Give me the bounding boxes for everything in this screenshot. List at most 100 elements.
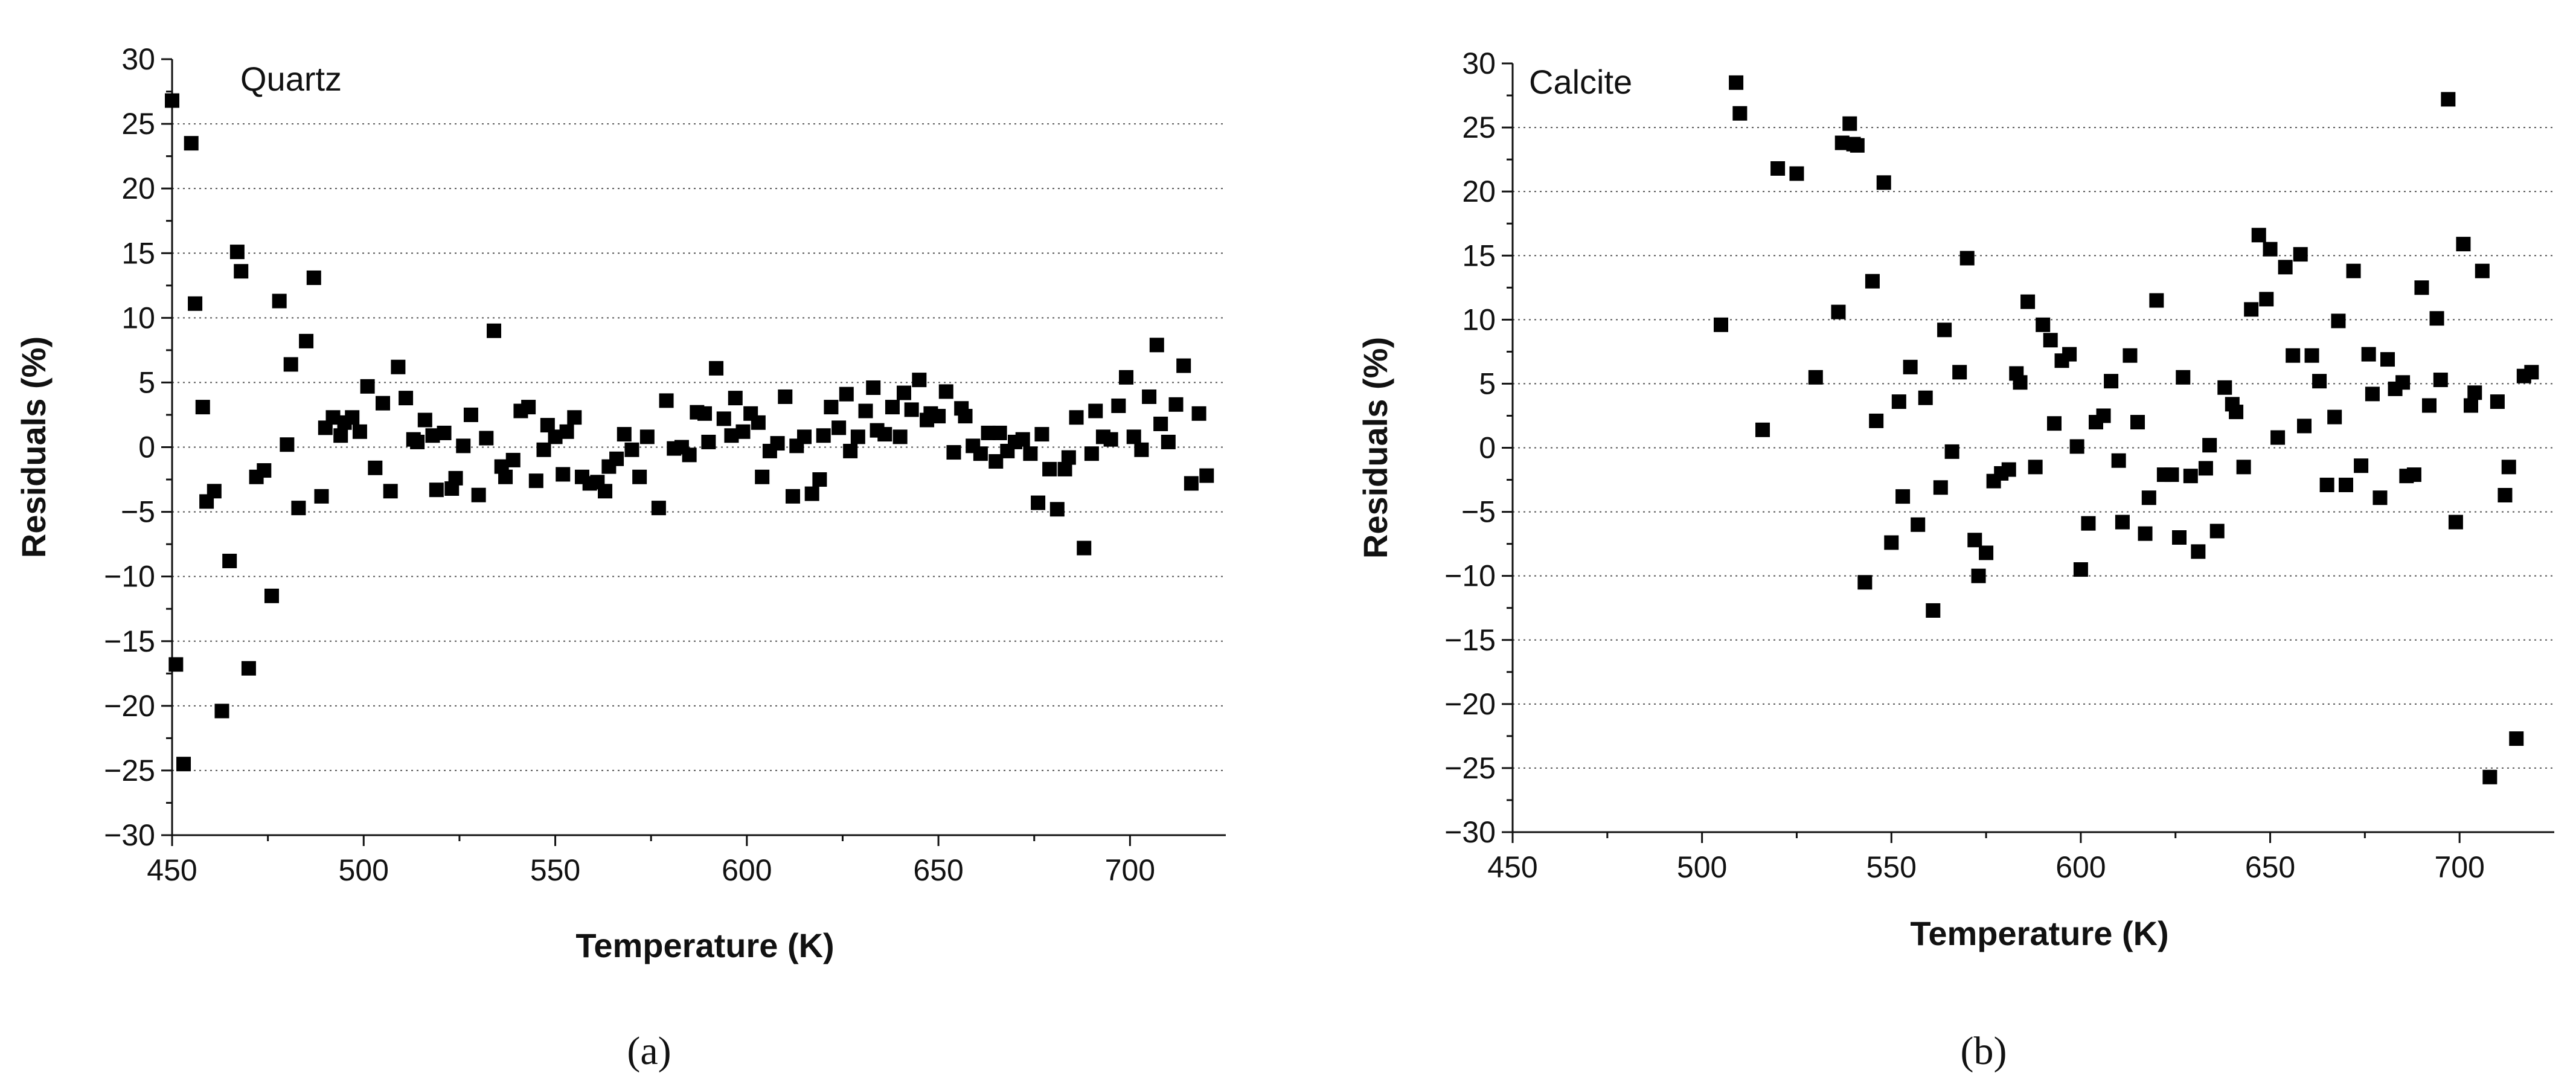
panel-caption: (a) bbox=[627, 1029, 671, 1073]
data-point bbox=[816, 428, 831, 443]
data-point bbox=[376, 396, 390, 411]
data-point bbox=[410, 434, 425, 449]
data-point bbox=[1831, 304, 1846, 319]
data-point bbox=[2464, 398, 2478, 413]
data-point bbox=[1755, 422, 1770, 437]
data-point bbox=[831, 420, 847, 435]
data-point bbox=[2361, 347, 2376, 362]
data-point bbox=[1176, 358, 1191, 373]
data-point bbox=[1926, 603, 1941, 618]
data-point bbox=[1149, 338, 1164, 353]
data-point bbox=[2346, 263, 2361, 278]
data-point bbox=[383, 484, 398, 499]
y-tick-label: −30 bbox=[1444, 815, 1496, 849]
data-point bbox=[716, 411, 731, 426]
data-point bbox=[1865, 274, 1880, 289]
data-point bbox=[2467, 385, 2482, 400]
x-axis-title: Temperature (K) bbox=[575, 926, 834, 964]
data-point bbox=[1023, 446, 1038, 461]
data-point bbox=[1876, 175, 1891, 190]
data-point bbox=[2130, 415, 2145, 430]
data-point bbox=[2278, 260, 2293, 275]
data-point bbox=[505, 452, 521, 467]
data-point bbox=[2327, 409, 2342, 425]
x-ticks: 450 500 550 600 650 700 bbox=[147, 835, 1155, 887]
y-tick-label: 15 bbox=[1462, 239, 1496, 272]
data-point bbox=[1933, 480, 1948, 495]
data-point bbox=[812, 472, 827, 487]
data-point bbox=[1732, 106, 1748, 121]
data-point bbox=[463, 407, 478, 422]
data-point bbox=[1088, 403, 1103, 418]
data-point bbox=[2001, 462, 2016, 477]
data-point bbox=[2339, 478, 2353, 493]
y-tick-label: −15 bbox=[104, 624, 155, 658]
data-point bbox=[2217, 380, 2232, 395]
data-point bbox=[850, 429, 865, 444]
data-point bbox=[2176, 370, 2191, 385]
data-point bbox=[2429, 311, 2444, 326]
data-point bbox=[2244, 302, 2259, 317]
data-point bbox=[2304, 348, 2319, 363]
data-point bbox=[1944, 444, 1959, 459]
data-point bbox=[2422, 398, 2437, 413]
data-point bbox=[896, 385, 911, 400]
data-point bbox=[598, 484, 613, 499]
data-point bbox=[912, 373, 927, 388]
data-point bbox=[521, 400, 536, 415]
data-point bbox=[2380, 352, 2395, 367]
data-point bbox=[2501, 460, 2516, 475]
data-point bbox=[755, 469, 770, 484]
x-tick-label: 700 bbox=[2434, 850, 2484, 884]
data-point bbox=[2138, 526, 2153, 541]
data-point bbox=[2365, 386, 2380, 402]
y-tick-label: −10 bbox=[1444, 559, 1496, 593]
data-point bbox=[2433, 373, 2448, 388]
data-point bbox=[556, 467, 571, 482]
data-point bbox=[345, 410, 360, 425]
data-point bbox=[931, 409, 946, 424]
y-tick-label: 25 bbox=[1462, 111, 1496, 144]
data-point bbox=[2183, 469, 2198, 484]
data-point bbox=[1049, 502, 1065, 517]
data-point bbox=[2395, 375, 2411, 390]
data-point bbox=[1895, 489, 1911, 504]
data-point bbox=[2096, 408, 2111, 423]
data-point bbox=[2202, 438, 2217, 453]
data-point bbox=[264, 588, 279, 603]
data-point bbox=[785, 489, 800, 504]
data-point bbox=[314, 489, 329, 504]
data-point bbox=[1077, 540, 1092, 556]
y-tick-label: −10 bbox=[104, 560, 155, 594]
data-point bbox=[770, 436, 785, 451]
data-point bbox=[2123, 348, 2138, 363]
data-point bbox=[2312, 374, 2327, 389]
data-point bbox=[2490, 394, 2505, 409]
y-tick-label: −25 bbox=[104, 754, 155, 787]
data-point bbox=[229, 245, 245, 260]
data-point bbox=[1891, 394, 1906, 409]
data-point bbox=[222, 553, 237, 568]
data-point bbox=[858, 403, 873, 418]
data-point bbox=[1842, 116, 1857, 131]
data-point bbox=[1979, 545, 1994, 560]
data-point bbox=[824, 400, 839, 415]
data-point bbox=[2043, 333, 2058, 348]
data-point bbox=[2319, 478, 2334, 493]
data-point bbox=[1971, 568, 1986, 583]
data-point bbox=[1850, 138, 1865, 153]
data-point bbox=[437, 425, 452, 440]
data-point bbox=[1884, 535, 1899, 550]
data-point bbox=[1191, 406, 1206, 421]
data-point bbox=[2259, 292, 2274, 307]
data-point bbox=[2286, 348, 2301, 363]
data-point bbox=[892, 429, 908, 444]
data-point bbox=[632, 469, 647, 484]
x-axis-title: Temperature (K) bbox=[1910, 914, 2168, 952]
data-point bbox=[176, 757, 191, 772]
data-point bbox=[804, 486, 819, 501]
data-point bbox=[1869, 413, 1884, 428]
y-tick-label: −5 bbox=[121, 495, 155, 529]
x-tick-label: 450 bbox=[147, 853, 197, 887]
data-point bbox=[2441, 92, 2456, 107]
